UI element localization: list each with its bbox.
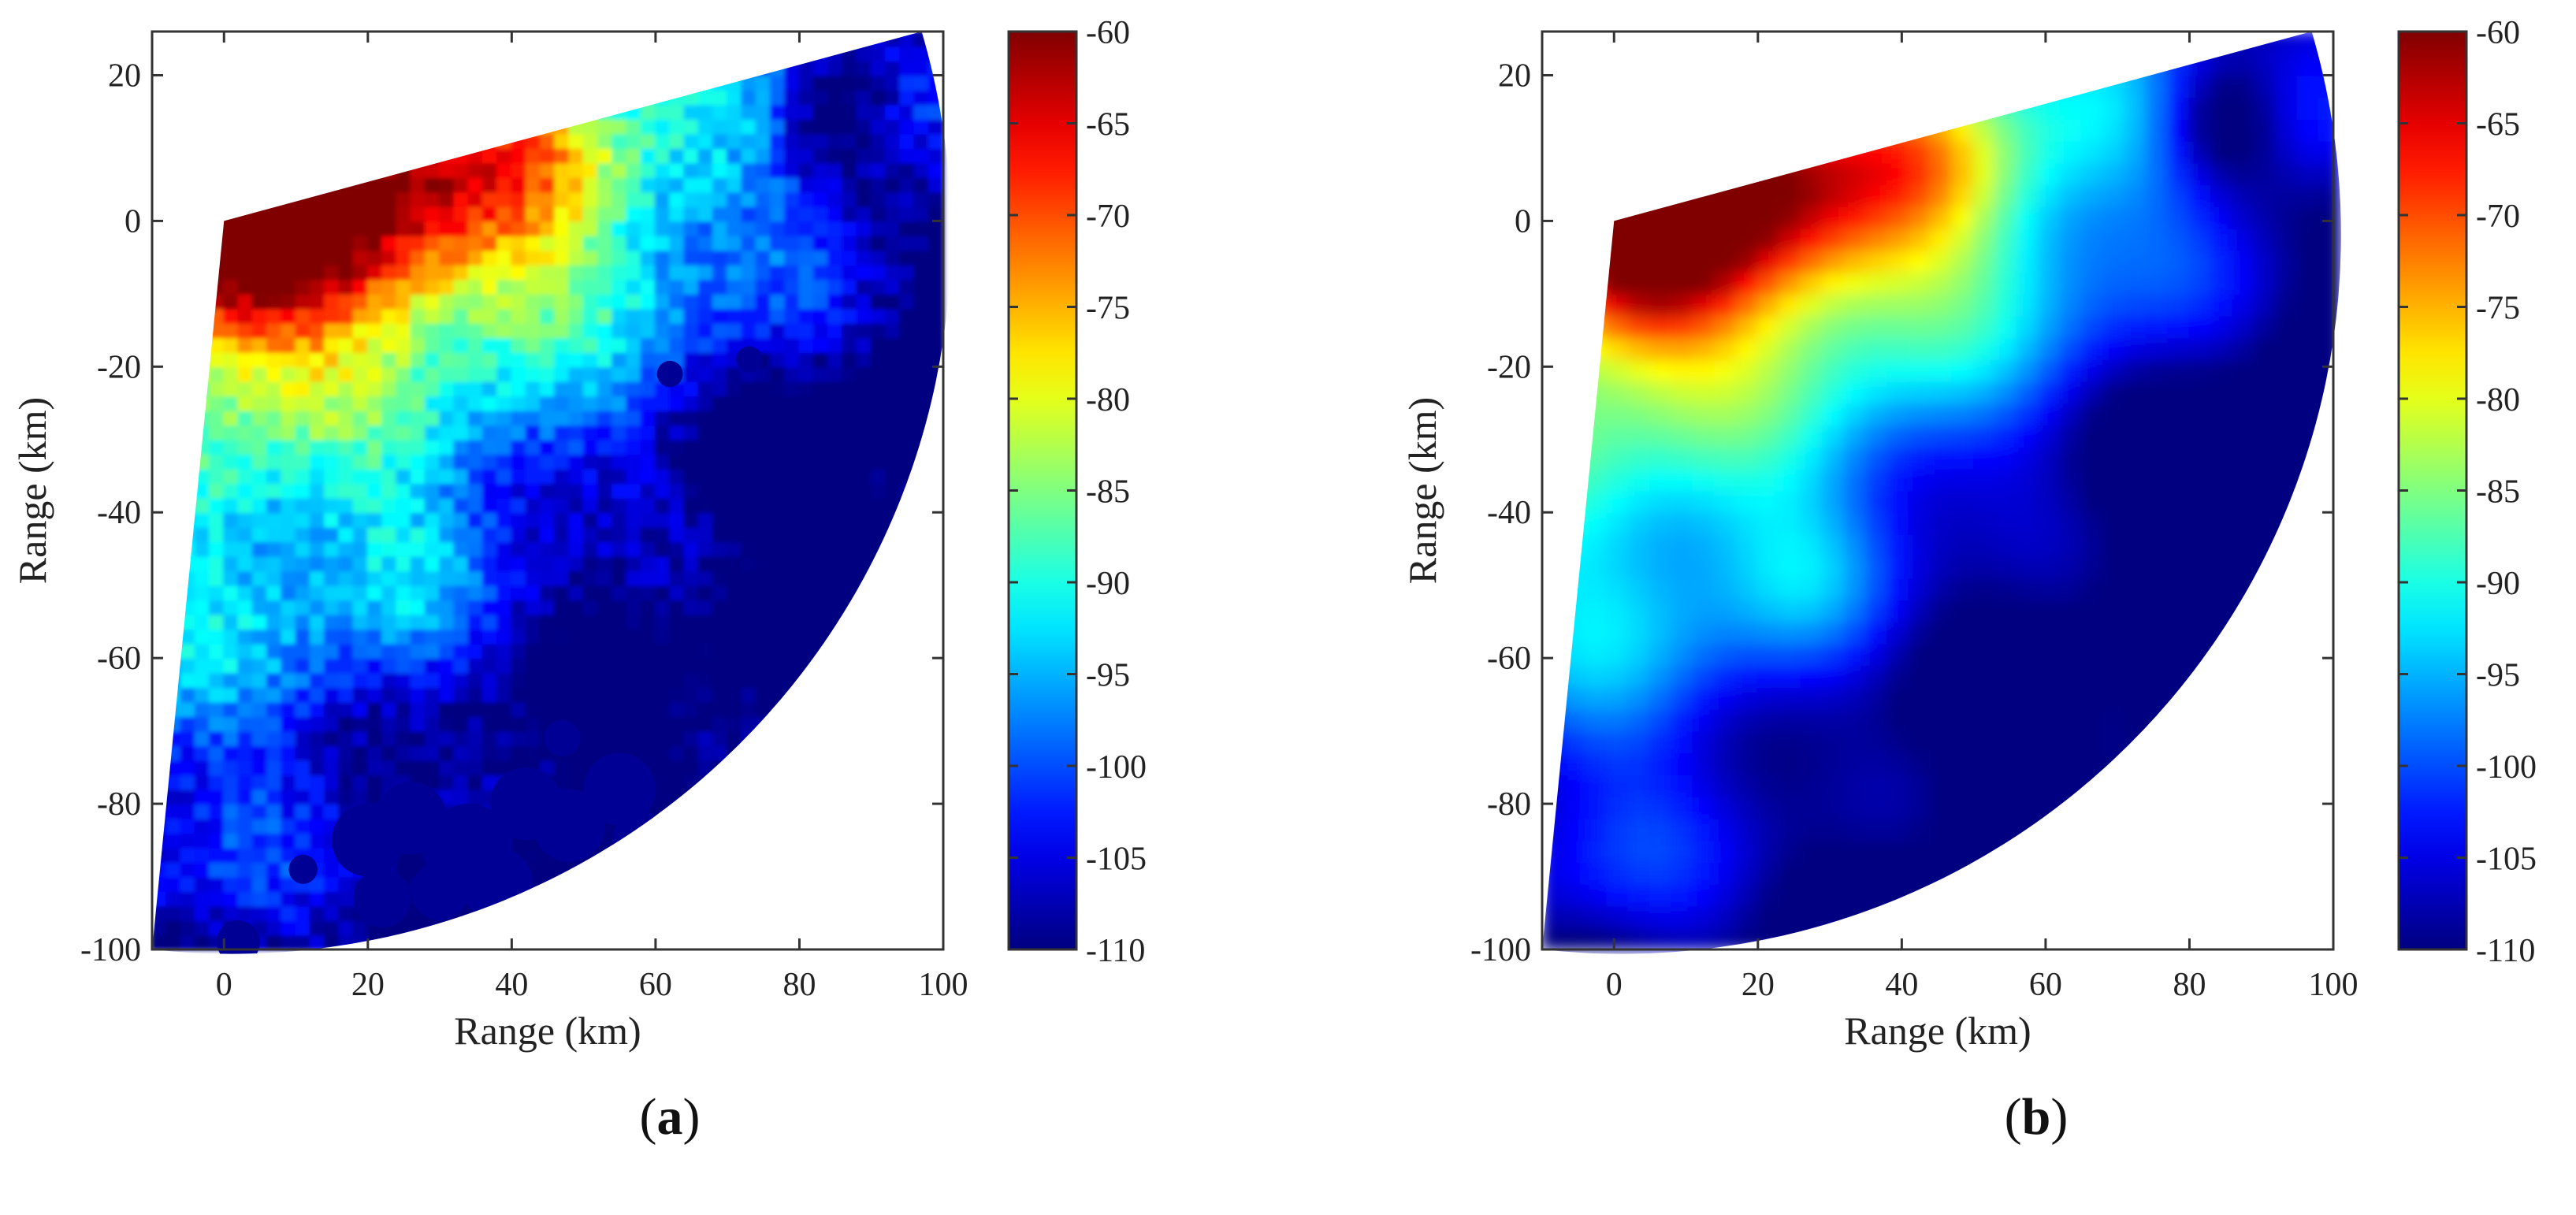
caption-b: (b) (2004, 1088, 2069, 1146)
plot-frame (1541, 30, 2335, 951)
y-tick-label: -80 (97, 786, 141, 823)
x-tick-label: 20 (351, 967, 385, 1003)
colorbar-tick-label: -75 (2476, 291, 2520, 327)
x-tick-label: 100 (2309, 967, 2359, 1003)
x-tick-label: 100 (919, 967, 968, 1003)
x-axis-label: Range (km) (1844, 1009, 2031, 1053)
colorbar-tick-label: -110 (1086, 933, 1145, 969)
colorbar-tick-label: -75 (1086, 291, 1130, 327)
x-tick-label: 60 (2029, 967, 2062, 1003)
x-tick-label: 80 (782, 967, 816, 1003)
y-tick-label: 0 (125, 203, 141, 240)
colorbar-tick-label: -85 (2476, 474, 2520, 511)
x-tick-label: 40 (1885, 967, 1918, 1003)
low-value-holes (217, 346, 762, 954)
colorbar-tick-label: -110 (2476, 933, 2535, 969)
y-tick-label: -80 (1487, 786, 1531, 823)
colorbar-tick-label: -60 (2476, 15, 2520, 51)
colorbar-tick-label: -70 (1086, 199, 1130, 235)
caption-b-letter: b (2021, 1088, 2051, 1146)
colorbar-tick-label: -90 (2476, 566, 2520, 602)
x-axis-label: Range (km) (454, 1009, 641, 1053)
colorbar-tick-label: -95 (1086, 658, 1130, 694)
colorbar-tick-label: -100 (1086, 749, 1147, 786)
y-tick-label: -20 (97, 349, 141, 385)
heatmap-chart-b: 0 20 40 60 80 100 -100 -80 -60 -40 -20 0 20 Range (km… (1400, 15, 2537, 1053)
heat-field (152, 32, 944, 954)
x-tick-label: 0 (1606, 967, 1623, 1003)
colorbar (1007, 30, 1078, 951)
colorbar (2397, 30, 2468, 951)
x-tick-label: 60 (639, 967, 672, 1003)
y-tick-label: -100 (80, 932, 141, 968)
y-tick-label: -100 (1470, 932, 1531, 968)
y-tick-label: -20 (1487, 349, 1531, 385)
y-tick-label: -40 (1487, 495, 1531, 531)
panel-a: 0 20 40 60 80 100 -100 -80 -60 -40 -20 0 20 Range (km… (10, 15, 1147, 1146)
caption-a: (a) (639, 1088, 701, 1146)
caption-a-letter: a (656, 1088, 683, 1146)
y-tick-label: 20 (108, 58, 141, 94)
y-tick-label: 0 (1515, 203, 1531, 240)
y-tick-label: 20 (1498, 58, 1531, 94)
y-tick-label: -60 (1487, 641, 1531, 677)
heat-field (1542, 32, 2341, 950)
colorbar-tick-label: -105 (2476, 842, 2537, 878)
colorbar-tick-label: -65 (2476, 107, 2520, 143)
colorbar-tick-label: -105 (1086, 842, 1147, 878)
colorbar-tick-label: -65 (1086, 107, 1130, 143)
colorbar-tick-label: -85 (1086, 474, 1130, 511)
x-tick-label: 0 (216, 967, 232, 1003)
x-tick-label: 40 (495, 967, 528, 1003)
colorbar-tick-label: -80 (2476, 382, 2520, 418)
y-tick-label: -40 (97, 495, 141, 531)
colorbar-tick-label: -60 (1086, 15, 1130, 51)
colorbar-tick-label: -70 (2476, 199, 2520, 235)
colorbar-tick-label: -80 (1086, 382, 1130, 418)
y-tick-label: -60 (97, 641, 141, 677)
colorbar-tick-label: -100 (2476, 749, 2537, 786)
x-tick-label: 20 (1741, 967, 1775, 1003)
y-axis-label: Range (km) (10, 397, 54, 584)
x-tick-label: 80 (2173, 967, 2206, 1003)
heatmap-chart-a: 0 20 40 60 80 100 -100 -80 -60 -40 -20 0 20 Range (km… (10, 15, 1147, 1053)
y-axis-label: Range (km) (1400, 397, 1444, 584)
colorbar-tick-label: -90 (1086, 566, 1130, 602)
panel-b: 0 20 40 60 80 100 -100 -80 -60 -40 -20 0 20 Range (km… (1390, 0, 2576, 1215)
plot-frame (151, 30, 945, 951)
colorbar-tick-label: -95 (2476, 658, 2520, 694)
